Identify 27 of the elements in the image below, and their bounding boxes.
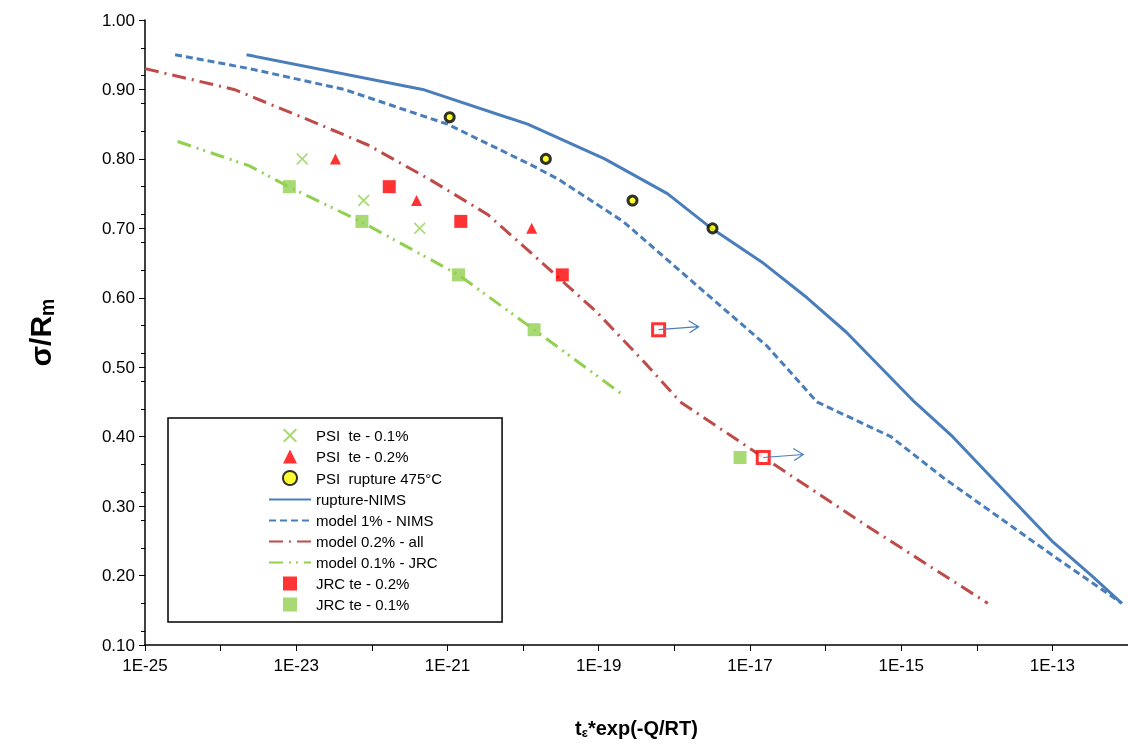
y-tick-label: 0.60	[101, 288, 135, 308]
y-tick-label: 0.80	[101, 149, 135, 169]
legend-label: JRC te - 0.2%	[316, 575, 410, 592]
x-tick-label: 1E-15	[878, 656, 924, 675]
x-tick-label: 1E-17	[727, 656, 773, 675]
legend-label: model 1% - NIMS	[316, 512, 434, 529]
legend-label: PSI te - 0.1%	[316, 427, 409, 444]
y-tick-label: 0.30	[101, 496, 135, 516]
x-tick-label: 1E-13	[1029, 656, 1076, 675]
x-tick-label: 1E-23	[273, 656, 319, 675]
legend-label: rupture-NIMS	[316, 491, 407, 508]
x-tick-label: 1E-19	[576, 656, 622, 675]
y-tick-label: 0.90	[101, 79, 135, 99]
x-tick-label: 1E-25	[122, 656, 168, 675]
y-tick-label: 0.50	[101, 357, 135, 377]
y-tick-label: 0.70	[101, 218, 135, 238]
legend-label: model 0.2% - all	[316, 533, 424, 550]
y-tick-label: 0.20	[101, 566, 135, 586]
x-tick-label: 1E-21	[424, 656, 471, 675]
y-axis-title: σ/Rm	[23, 298, 58, 367]
legend-label: PSI rupture 475°C	[316, 469, 443, 487]
y-tick-label: 1.00	[101, 10, 135, 30]
y-tick-label: 0.10	[101, 635, 135, 655]
y-tick-label: 0.40	[101, 427, 135, 447]
legend-label: model 0.1% - JRC	[316, 554, 438, 571]
legend-label: PSI te - 0.2%	[316, 448, 409, 465]
legend-label: JRC te - 0.1%	[316, 596, 410, 613]
